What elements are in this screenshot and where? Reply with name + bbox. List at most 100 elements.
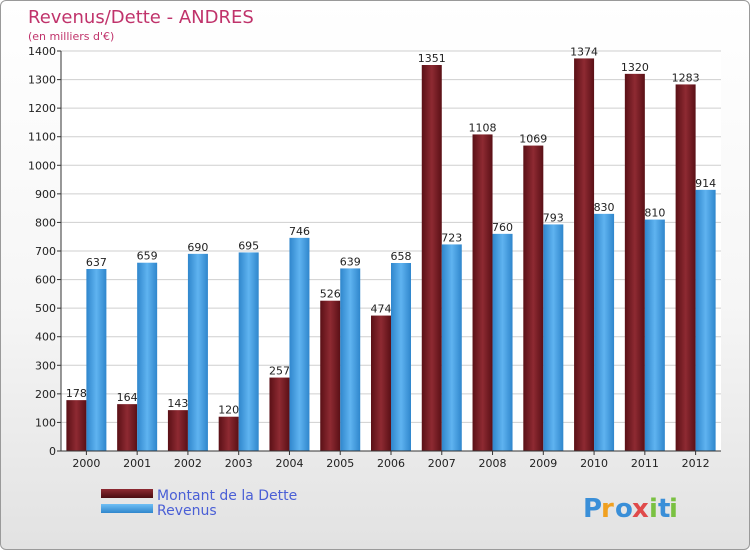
bar-revenus xyxy=(391,263,411,451)
legend: Montant de la Dette Revenus xyxy=(101,488,297,519)
bar-debt xyxy=(320,300,341,451)
data-label-debt: 474 xyxy=(371,303,392,316)
bar-revenus xyxy=(289,237,310,451)
y-tick-label: 900 xyxy=(35,188,56,201)
logo-letter: t xyxy=(658,494,670,524)
x-tick-label: 2004 xyxy=(275,457,303,470)
y-tick-label: 0 xyxy=(49,445,56,458)
y-tick-label: 400 xyxy=(35,331,56,344)
y-tick-label: 300 xyxy=(35,359,56,372)
y-tick-label: 600 xyxy=(35,274,56,287)
y-tick-label: 1000 xyxy=(28,159,56,172)
data-label-debt: 257 xyxy=(269,365,290,378)
bar-revenus xyxy=(594,213,615,451)
bar-revenus xyxy=(644,219,665,451)
bar-debt xyxy=(624,73,645,451)
bar-debt xyxy=(472,134,493,451)
data-label-revenus: 830 xyxy=(594,201,615,214)
chart-subtitle: (en milliers d'€) xyxy=(28,30,114,43)
data-label-debt: 1069 xyxy=(519,133,547,146)
bar-debt xyxy=(218,416,239,451)
y-tick-label: 700 xyxy=(35,245,56,258)
data-label-revenus: 723 xyxy=(441,231,462,244)
x-tick-label: 2009 xyxy=(529,457,557,470)
logo-letter: x xyxy=(632,494,649,524)
x-tick-label: 2003 xyxy=(225,457,253,470)
bars xyxy=(66,58,716,452)
data-label-revenus: 637 xyxy=(86,256,107,269)
x-tick-label: 2010 xyxy=(580,457,608,470)
legend-swatch-debt xyxy=(101,489,153,498)
data-label-debt: 1374 xyxy=(570,45,598,58)
y-tick-label: 1400 xyxy=(28,45,56,58)
bar-debt xyxy=(117,404,138,451)
legend-label-debt: Montant de la Dette xyxy=(157,488,297,504)
x-tick-label: 2005 xyxy=(326,457,354,470)
data-label-revenus: 658 xyxy=(391,250,412,263)
bar-revenus xyxy=(492,233,513,451)
logo-letter: r xyxy=(601,494,614,524)
bar-revenus xyxy=(695,189,716,451)
bar-revenus xyxy=(543,224,564,451)
x-tick-label: 2012 xyxy=(682,457,710,470)
bar-debt xyxy=(371,315,391,451)
bar-revenus xyxy=(238,252,259,451)
chart-title: Revenus/Dette - ANDRES xyxy=(28,7,254,28)
data-label-debt: 143 xyxy=(167,397,188,410)
x-tick-label: 2008 xyxy=(479,457,507,470)
y-tick-label: 500 xyxy=(35,302,56,315)
data-label-revenus: 659 xyxy=(137,250,158,263)
data-label-debt: 1283 xyxy=(672,71,700,84)
data-label-revenus: 746 xyxy=(289,225,310,238)
x-tick-label: 2006 xyxy=(377,457,405,470)
data-label-revenus: 760 xyxy=(492,221,513,234)
data-label-debt: 1320 xyxy=(621,61,649,74)
data-label-debt: 1351 xyxy=(418,52,446,65)
y-tick-label: 200 xyxy=(35,388,56,401)
bar-debt xyxy=(675,84,696,451)
bar-debt xyxy=(167,410,188,451)
data-label-debt: 178 xyxy=(66,387,87,400)
bar-debt xyxy=(523,145,544,452)
logo-letter: i xyxy=(669,494,678,524)
proxiti-logo: Pr o x i ti xyxy=(583,494,678,524)
data-label-debt: 526 xyxy=(320,288,341,301)
logo-letter: i xyxy=(649,494,658,524)
y-tick-label: 1300 xyxy=(28,74,56,87)
data-label-debt: 120 xyxy=(218,404,239,417)
legend-label-revenus: Revenus xyxy=(157,503,217,519)
data-label-debt: 1108 xyxy=(469,121,497,134)
x-tick-label: 2007 xyxy=(428,457,456,470)
bar-revenus xyxy=(187,253,208,451)
y-tick-label: 100 xyxy=(35,416,56,429)
x-tick-label: 2002 xyxy=(174,457,202,470)
bar-debt xyxy=(421,65,442,451)
bar-revenus xyxy=(441,244,462,451)
y-tick-label: 800 xyxy=(35,216,56,229)
x-tick-label: 2011 xyxy=(631,457,659,470)
bar-debt xyxy=(574,58,595,452)
data-label-revenus: 690 xyxy=(187,241,208,254)
x-tick-label: 2001 xyxy=(123,457,151,470)
bar-revenus xyxy=(86,269,107,451)
y-tick-label: 1200 xyxy=(28,102,56,115)
data-label-revenus: 914 xyxy=(695,177,716,190)
logo-letter: o xyxy=(615,494,633,524)
data-label-debt: 164 xyxy=(117,391,138,404)
data-label-revenus: 810 xyxy=(644,207,665,220)
bar-debt xyxy=(269,377,290,451)
y-tick-label: 1100 xyxy=(28,131,56,144)
legend-swatch-revenus xyxy=(101,504,153,513)
bar-revenus xyxy=(340,268,361,451)
data-label-revenus: 639 xyxy=(340,255,361,268)
logo-letter: P xyxy=(583,494,602,524)
x-axis-ticks: 2000 2001 2002 2003 2004 2005 2006 2007 2008 2009… xyxy=(72,451,710,470)
data-label-revenus: 695 xyxy=(238,239,259,252)
bar-debt xyxy=(66,400,87,451)
data-label-revenus: 793 xyxy=(543,211,564,224)
x-tick-label: 2000 xyxy=(72,457,100,470)
y-axis-ticks: 0 100 200 300 400 500 600 700 800 900 1000 1100 1200… xyxy=(28,45,61,458)
bar-revenus xyxy=(137,262,158,451)
